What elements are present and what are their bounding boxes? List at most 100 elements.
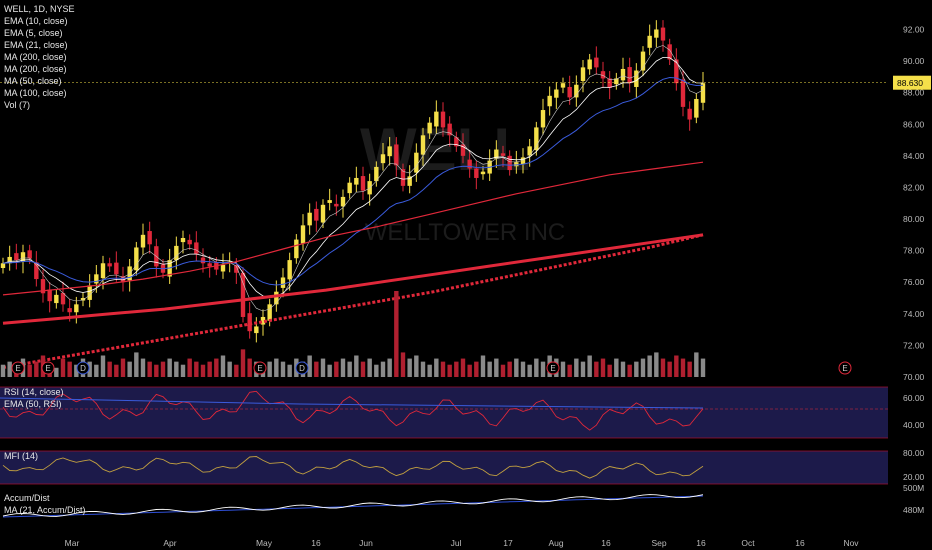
price-tick-label: 80.00 bbox=[903, 214, 925, 224]
volume-bar bbox=[327, 364, 332, 377]
candle-body bbox=[60, 292, 66, 305]
price-tick-label: 84.00 bbox=[903, 151, 925, 161]
x-tick-label: May bbox=[256, 538, 273, 548]
volume-bar bbox=[694, 352, 699, 377]
price-tick-label: 86.00 bbox=[903, 119, 925, 129]
price-tick-label: 76.00 bbox=[903, 277, 925, 287]
candle-body bbox=[587, 59, 592, 70]
volume-bar bbox=[7, 361, 12, 377]
candle-body bbox=[320, 204, 326, 223]
earnings-marker bbox=[41, 361, 55, 375]
candle-body bbox=[467, 159, 472, 169]
candle-body bbox=[40, 279, 46, 294]
price-tick-label: 78.00 bbox=[903, 246, 925, 256]
candle-body bbox=[194, 242, 199, 254]
volume-bar bbox=[60, 358, 66, 377]
legend-accum-ma[interactable]: MA (21, Accum/Dist) bbox=[4, 505, 86, 515]
rsi-line bbox=[2, 390, 704, 431]
mfi-legend: MFI (14) bbox=[4, 450, 38, 462]
candle-body bbox=[660, 27, 666, 41]
mfi-tick-label: 80.00 bbox=[903, 448, 925, 458]
watermark-name: WELLTOWER INC bbox=[365, 219, 565, 246]
x-tick-label: 16 bbox=[795, 538, 805, 548]
volume-bar bbox=[187, 358, 192, 377]
candle-body bbox=[80, 298, 86, 301]
volume-bar bbox=[460, 358, 466, 377]
dividend-marker bbox=[76, 361, 90, 375]
volume-bar bbox=[634, 361, 639, 377]
x-tick-label: 17 bbox=[503, 538, 513, 548]
candle-body bbox=[380, 154, 386, 164]
candle-body bbox=[274, 291, 279, 305]
legend-rsi[interactable]: RSI (14, close) bbox=[4, 387, 64, 397]
dividend-label: D bbox=[299, 364, 305, 373]
legend-ema5[interactable]: EMA (5, close) bbox=[4, 28, 63, 38]
candle-body bbox=[580, 67, 586, 81]
volume-bar bbox=[160, 361, 166, 377]
accum-legend: Accum/Dist MA (21, Accum/Dist) bbox=[4, 492, 86, 516]
volume-bar bbox=[500, 364, 506, 377]
legend-ma100[interactable]: MA (100, close) bbox=[4, 88, 67, 98]
volume-bar bbox=[600, 358, 606, 377]
candle-body bbox=[14, 253, 19, 261]
candle-body bbox=[427, 122, 432, 134]
earnings-label: E bbox=[15, 364, 20, 373]
volume-bar bbox=[74, 364, 79, 377]
legend-mfi[interactable]: MFI (14) bbox=[4, 451, 39, 461]
symbol-header: WELL, 1D, NYSE bbox=[4, 4, 75, 14]
volume-bar bbox=[574, 358, 579, 377]
volume-bar bbox=[680, 358, 686, 377]
earnings-marker bbox=[546, 361, 560, 375]
candle-body bbox=[280, 277, 286, 288]
candle-body bbox=[147, 231, 152, 245]
volume-bar bbox=[180, 364, 186, 377]
volume-bar bbox=[647, 355, 652, 377]
volume-bar bbox=[674, 355, 679, 377]
x-tick-label: 16 bbox=[601, 538, 611, 548]
rsi-tick-label: 40.00 bbox=[903, 420, 925, 430]
candle-body bbox=[294, 239, 299, 259]
volume-bar bbox=[514, 358, 519, 377]
price-tick-label: 88.00 bbox=[903, 88, 925, 98]
volume-bar bbox=[567, 364, 572, 377]
candle-body bbox=[180, 237, 186, 243]
candle-body bbox=[140, 234, 146, 248]
volume-bar bbox=[267, 361, 272, 377]
legend-accum[interactable]: Accum/Dist bbox=[4, 493, 50, 503]
volume-bar bbox=[120, 358, 126, 377]
legend-ema21[interactable]: EMA (21, close) bbox=[4, 40, 68, 50]
candle-body bbox=[507, 155, 512, 171]
volume-bar bbox=[347, 361, 352, 377]
volume-bar bbox=[67, 361, 72, 377]
legend-ma50[interactable]: MA (50, close) bbox=[4, 76, 62, 86]
volume-bar bbox=[494, 358, 499, 377]
candle-body bbox=[87, 285, 92, 300]
volume-bar bbox=[687, 361, 692, 377]
volume-bar bbox=[134, 352, 139, 377]
volume-bar bbox=[174, 361, 179, 377]
legend-ema10[interactable]: EMA (10, close) bbox=[4, 16, 68, 26]
legend-ma200b[interactable]: MA (200, close) bbox=[4, 64, 67, 74]
candle-body bbox=[520, 157, 526, 165]
ema5-line bbox=[2, 45, 704, 312]
legend-volume[interactable]: Vol (7) bbox=[4, 100, 31, 110]
volume-bar bbox=[200, 364, 206, 377]
candle-body bbox=[114, 262, 119, 275]
volume-bar bbox=[167, 358, 172, 377]
x-tick-label: Mar bbox=[65, 538, 80, 548]
volume-bar bbox=[34, 361, 39, 377]
candle-body bbox=[307, 212, 312, 226]
candle-body bbox=[354, 177, 359, 185]
legend-rsi-ema[interactable]: EMA (50, RSI) bbox=[4, 399, 62, 409]
volume-bar bbox=[507, 361, 512, 377]
candle-body bbox=[640, 51, 646, 71]
volume-bar bbox=[94, 364, 99, 377]
price-tick-label: 90.00 bbox=[903, 56, 925, 66]
ma200-line bbox=[2, 233, 704, 369]
volume-bar bbox=[394, 291, 399, 377]
candle-body bbox=[267, 304, 272, 321]
candle-body bbox=[440, 111, 446, 128]
x-tick-label: Sep bbox=[651, 538, 666, 548]
legend-ma200a[interactable]: MA (200, close) bbox=[4, 52, 67, 62]
